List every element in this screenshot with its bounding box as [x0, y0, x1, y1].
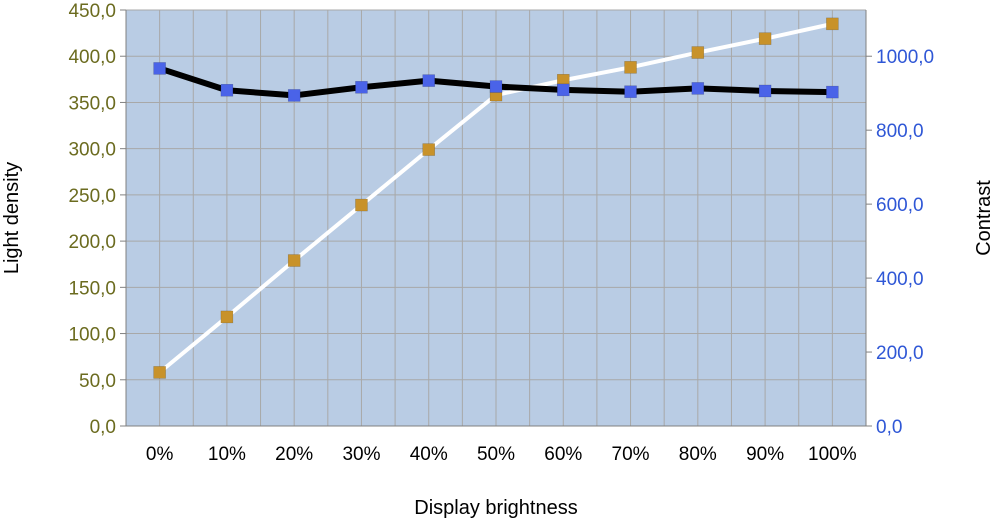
- y2-tick-label: 800,0: [876, 121, 924, 142]
- x-tick-label: 30%: [342, 444, 380, 465]
- y-tick-label: 400,0: [68, 47, 116, 68]
- contrast-point: [287, 89, 301, 102]
- light-density-point: [691, 46, 705, 59]
- y2-tick-label: 1000,0: [876, 47, 934, 68]
- contrast-point: [355, 81, 368, 94]
- ticks: 0,0 50,0 100,0 150,0 200,0 250,0 300,0 350,0 400…: [68, 1, 934, 465]
- x-tick-label: 40%: [410, 444, 448, 465]
- light-density-point: [826, 17, 839, 31]
- axes: [125, 10, 867, 427]
- y2-axis-title: Contrast: [973, 180, 995, 256]
- x-tick-label: 20%: [275, 444, 313, 465]
- series-markers: [153, 17, 839, 379]
- contrast-point: [153, 62, 166, 75]
- y-tick-label: 450,0: [68, 1, 116, 22]
- light-density-point: [153, 366, 166, 379]
- y-tick-label: 250,0: [68, 186, 116, 207]
- x-tick-label: 90%: [746, 444, 784, 465]
- x-tick-label: 50%: [477, 444, 515, 465]
- y-tick-label: 300,0: [68, 140, 116, 161]
- contrast-point: [489, 80, 503, 93]
- y2-tick-label: 0,0: [876, 417, 902, 438]
- y-tick-label: 0,0: [90, 417, 116, 438]
- y2-tick-label: 200,0: [876, 343, 924, 364]
- y-tick-label: 150,0: [68, 278, 116, 299]
- x-tick-label: 70%: [612, 444, 650, 465]
- y-tick-label: 100,0: [68, 325, 116, 346]
- x-tick-label: 80%: [679, 444, 717, 465]
- x-tick-label: 100%: [808, 444, 857, 465]
- y-axis-title: Light density: [1, 162, 23, 274]
- x-axis-title: Display brightness: [414, 497, 577, 519]
- y2-tick-label: 600,0: [876, 195, 924, 216]
- contrast-point: [758, 84, 772, 98]
- x-tick-label: 0%: [146, 444, 174, 465]
- light-density-point: [355, 198, 368, 212]
- contrast-point: [826, 85, 839, 99]
- x-tick-label: 60%: [544, 444, 582, 465]
- x-tick-label: 10%: [208, 444, 246, 465]
- contrast-point: [220, 83, 234, 97]
- light-density-point: [287, 254, 301, 267]
- light-density-point: [220, 310, 234, 324]
- contrast-point: [557, 83, 570, 97]
- y-tick-label: 200,0: [68, 232, 116, 253]
- contrast-point: [691, 82, 705, 95]
- light-density-point: [422, 143, 435, 156]
- light-density-point: [758, 32, 772, 45]
- contrast-point: [422, 74, 435, 87]
- y-tick-label: 50,0: [79, 371, 116, 392]
- y-tick-label: 350,0: [68, 93, 116, 114]
- light-density-point: [624, 61, 637, 74]
- y2-tick-label: 400,0: [876, 269, 924, 290]
- contrast-point: [624, 85, 637, 98]
